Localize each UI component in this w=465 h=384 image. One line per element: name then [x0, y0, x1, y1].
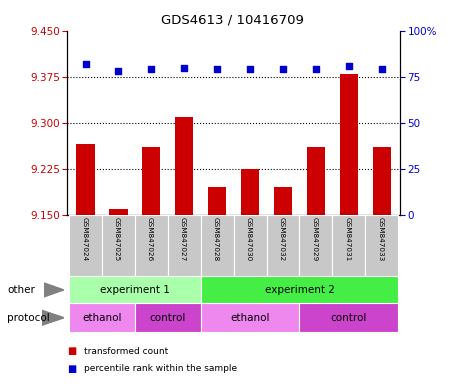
Point	[312, 66, 319, 73]
Text: GSM847030: GSM847030	[246, 217, 252, 262]
Bar	[208, 187, 226, 215]
Point	[148, 66, 155, 73]
Bar	[142, 147, 160, 215]
Point	[279, 66, 287, 73]
Bar	[69, 303, 135, 332]
Text: GSM847028: GSM847028	[213, 217, 219, 262]
Bar	[168, 215, 201, 276]
Text: experiment 1: experiment 1	[100, 285, 170, 295]
Bar	[135, 215, 168, 276]
Point	[345, 63, 352, 69]
Text: GSM847031: GSM847031	[345, 217, 351, 262]
Text: GSM847029: GSM847029	[312, 217, 318, 262]
Bar	[299, 303, 398, 332]
Bar	[109, 209, 127, 215]
Text: GSM847032: GSM847032	[279, 217, 285, 262]
Polygon shape	[42, 310, 64, 325]
Text: control: control	[150, 313, 186, 323]
Polygon shape	[44, 283, 64, 297]
Bar	[266, 215, 299, 276]
Point	[246, 66, 254, 73]
Text: experiment 2: experiment 2	[265, 285, 334, 295]
Bar	[76, 144, 94, 215]
Text: ■: ■	[67, 346, 77, 356]
Bar	[69, 215, 102, 276]
Point	[213, 66, 221, 73]
Bar	[201, 276, 398, 303]
Bar	[299, 215, 332, 276]
Text: GSM847025: GSM847025	[114, 217, 120, 262]
Bar	[102, 215, 135, 276]
Bar	[135, 303, 201, 332]
Bar	[69, 276, 201, 303]
Bar	[175, 117, 193, 215]
Text: GSM847024: GSM847024	[81, 217, 87, 262]
Text: other: other	[7, 285, 35, 295]
Bar	[365, 215, 398, 276]
Bar	[332, 215, 365, 276]
Text: GSM847027: GSM847027	[180, 217, 186, 262]
Text: ethanol: ethanol	[82, 313, 122, 323]
Bar	[307, 147, 325, 215]
Text: transformed count: transformed count	[84, 347, 168, 356]
Point	[82, 61, 89, 67]
Text: GSM847033: GSM847033	[378, 217, 384, 262]
Bar	[274, 187, 292, 215]
Bar	[241, 169, 259, 215]
Bar	[340, 74, 358, 215]
Text: control: control	[331, 313, 367, 323]
Bar	[373, 147, 391, 215]
Text: ethanol: ethanol	[230, 313, 270, 323]
Text: percentile rank within the sample: percentile rank within the sample	[84, 364, 237, 373]
Bar	[233, 215, 266, 276]
Text: GDS4613 / 10416709: GDS4613 / 10416709	[161, 13, 304, 26]
Point	[180, 65, 188, 71]
Bar	[201, 303, 299, 332]
Point	[378, 66, 385, 73]
Bar	[201, 215, 233, 276]
Text: protocol: protocol	[7, 313, 50, 323]
Text: ■: ■	[67, 364, 77, 374]
Text: GSM847026: GSM847026	[147, 217, 153, 262]
Point	[115, 68, 122, 74]
